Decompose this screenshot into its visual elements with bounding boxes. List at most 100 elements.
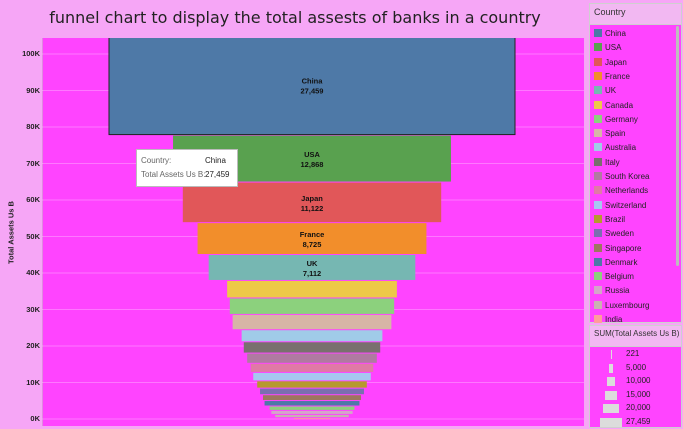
funnel-bar-netherlands[interactable] — [250, 363, 374, 372]
y-tick-label: 90K — [26, 85, 40, 95]
legend-item[interactable]: Belgium — [594, 271, 634, 283]
y-tick-label: 30K — [26, 304, 40, 314]
legend-label: Canada — [605, 100, 634, 110]
funnel-bar-belgium[interactable] — [269, 406, 355, 410]
plot-area: China 27,459 USA 12,868 Japan 11,122 France 8,7… — [42, 38, 584, 426]
funnel-bar-canada[interactable] — [227, 280, 397, 298]
legend-swatch — [594, 214, 602, 223]
y-tick-label: 40K — [26, 268, 40, 277]
legend-swatch — [594, 243, 602, 252]
legend-swatch — [594, 43, 602, 52]
legend-item[interactable]: Brazil — [594, 214, 625, 226]
legend-label: USA — [605, 43, 622, 53]
size-legend-label: 5,000 — [626, 362, 647, 372]
legend-label: Belgium — [605, 272, 634, 282]
legend-swatch — [594, 272, 602, 281]
legend-swatch — [594, 286, 602, 295]
legend-item[interactable]: India — [594, 314, 622, 326]
legend-swatch — [594, 300, 602, 309]
bar-category-label: Japan — [301, 194, 323, 203]
legend-item[interactable]: Denmark — [594, 257, 637, 269]
legend-item[interactable]: France — [594, 71, 630, 83]
funnel-bar-germany[interactable] — [229, 298, 395, 314]
funnel-bar-india[interactable] — [293, 418, 331, 420]
legend-item[interactable]: USA — [594, 42, 621, 54]
size-legend-label: 20,000 — [626, 403, 651, 412]
legend-item[interactable]: Sweden — [594, 228, 634, 240]
size-legend-bar — [606, 377, 615, 386]
legend-item[interactable]: Italy — [594, 157, 620, 169]
size-legend-item: 221 — [590, 348, 681, 361]
legend-swatch — [594, 29, 602, 37]
funnel-bar-russia[interactable] — [271, 410, 353, 414]
funnel-bar-spain[interactable] — [232, 314, 392, 330]
legend-item[interactable]: UK — [594, 85, 616, 97]
legend-swatch — [594, 157, 602, 166]
legend-label: Brazil — [605, 214, 626, 224]
bar-value-label: 12,868 — [301, 160, 324, 169]
legend-item[interactable]: Luxembourg — [594, 300, 649, 312]
legend-item[interactable]: Singapore — [594, 243, 641, 255]
legend-label: Italy — [605, 157, 620, 167]
legend-label: Singapore — [605, 243, 642, 253]
y-axis-title: Total Assets Us B — [6, 201, 16, 264]
funnel-bar-south-korea[interactable] — [247, 353, 377, 363]
funnel-bar-switzerland[interactable] — [253, 372, 371, 381]
bar-category-label: UK — [307, 259, 318, 268]
funnel-bar-luxembourg[interactable] — [275, 414, 349, 418]
funnel-bar-china[interactable] — [108, 38, 516, 136]
funnel-bar-denmark[interactable] — [264, 401, 360, 406]
bar-value-label: 11,122 — [301, 204, 324, 213]
legend-item[interactable]: Canada — [594, 100, 633, 112]
legend-scrollbar[interactable] — [676, 26, 679, 266]
legend-item[interactable]: Germany — [594, 114, 638, 126]
tooltip-country-value: China — [205, 156, 226, 165]
legend-item[interactable]: Russia — [594, 285, 629, 297]
size-legend: SUM(Total Assets Us B) 221 5,000 10,000 15,… — [589, 325, 682, 428]
legend-swatch — [594, 71, 602, 80]
legend-swatch — [594, 143, 602, 152]
legend-item[interactable]: South Korea — [594, 171, 649, 183]
y-tick-label: 50K — [26, 231, 40, 241]
bar-value-label: 27,459 — [301, 86, 324, 95]
legend-item[interactable]: Japan — [594, 57, 627, 69]
legend-item[interactable]: Australia — [594, 142, 636, 154]
legend-swatch — [594, 114, 602, 123]
funnel-bar-uk[interactable] — [208, 254, 416, 280]
legend-item[interactable]: China — [594, 28, 626, 40]
legend-swatch — [594, 86, 602, 95]
legend-label: Russia — [605, 286, 630, 296]
legend-swatch — [594, 100, 602, 109]
bar-category-label: France — [300, 230, 325, 239]
legend-label: UK — [605, 86, 617, 96]
y-tick-label: 70K — [26, 158, 40, 168]
funnel-bar-france[interactable] — [197, 223, 427, 254]
legend-swatch — [594, 229, 602, 238]
legend-label: Spain — [605, 129, 626, 139]
legend-swatch — [594, 129, 602, 138]
legend-label: Denmark — [605, 257, 638, 267]
bar-value-label: 7,112 — [303, 269, 321, 278]
size-legend-item: 5,000 — [590, 362, 681, 375]
legend-swatch — [594, 200, 602, 209]
legend-label: Luxembourg — [605, 300, 650, 310]
funnel-bar-brazil[interactable] — [257, 381, 367, 388]
y-tick-label: 20K — [26, 341, 40, 350]
funnel-bar-singapore[interactable] — [262, 395, 362, 401]
legend-item[interactable]: Netherlands — [594, 185, 648, 197]
legend-item[interactable]: Spain — [594, 128, 625, 140]
funnel-bar-australia[interactable] — [241, 330, 383, 342]
legend-item[interactable]: Switzerland — [594, 200, 646, 212]
funnel-bar-japan[interactable] — [182, 182, 442, 223]
y-tick-label: 100K — [22, 49, 40, 58]
funnel-bar-sweden[interactable] — [260, 388, 364, 395]
legend-label: Netherlands — [605, 186, 649, 196]
legend-swatch — [594, 257, 602, 266]
legend-label: India — [605, 315, 623, 324]
size-legend-item: 27,459 — [590, 416, 681, 429]
funnel-bar-italy[interactable] — [243, 342, 381, 353]
tooltip-country-label: Country: — [141, 156, 172, 165]
chart-title: funnel chart to display the total assest… — [49, 8, 541, 27]
size-legend-label: 10,000 — [626, 376, 651, 385]
legend-swatch — [594, 315, 602, 323]
